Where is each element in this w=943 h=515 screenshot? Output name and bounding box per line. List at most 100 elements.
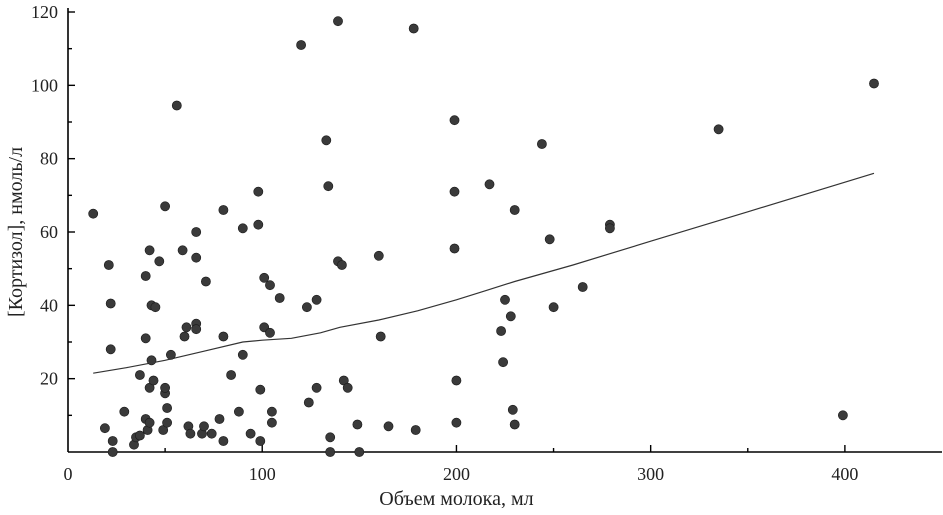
data-point [177,245,188,256]
data-point [218,331,229,342]
data-point [144,245,155,256]
data-point [103,260,114,270]
data-point [352,419,363,430]
data-point [266,406,277,417]
x-axis-title: Объем молока, мл [379,488,533,510]
data-point [259,272,270,283]
data-points [88,16,879,457]
y-tick-label: 80 [40,149,58,169]
data-point [325,447,336,457]
data-point [311,294,322,305]
data-point [226,370,236,380]
data-point [181,322,192,333]
data-point [237,223,248,234]
data-point [354,447,365,457]
x-tick-label: 0 [64,464,73,484]
data-point [154,256,165,267]
data-point [144,417,155,428]
data-point [107,447,118,457]
data-point [838,410,848,421]
data-point [375,331,386,342]
data-point [408,23,419,34]
data-point [577,282,588,292]
data-point [484,179,495,190]
trend-line [93,172,875,374]
data-point [301,302,312,313]
data-point [869,78,879,89]
data-point [237,349,248,360]
data-point [498,357,508,368]
axis-ticks: 0 100 200 300 400 20 40 60 80 100 120 [31,2,858,484]
data-point [165,349,176,360]
trend-line-group [93,172,875,374]
data-point [100,423,110,434]
data-point [321,135,332,146]
data-point [266,417,277,428]
data-point [162,417,172,428]
data-point [544,234,555,245]
data-point [500,294,510,305]
data-point [255,384,266,395]
y-tick-label: 120 [31,2,58,22]
data-point [105,344,116,355]
data-point [605,223,615,234]
data-point [253,186,264,197]
data-point [713,124,724,135]
data-point [333,16,343,27]
data-point [185,428,196,439]
data-point [373,250,384,261]
data-point [179,331,190,342]
data-point [160,382,170,393]
data-point [303,397,314,408]
data-point [509,419,520,430]
data-point [200,276,211,287]
x-tick-label: 100 [249,464,276,484]
data-point [162,403,172,413]
data-point [296,40,306,50]
data-point [449,243,460,254]
data-point [265,327,275,338]
data-point [214,414,225,424]
data-point [107,436,118,446]
data-point [146,355,157,366]
data-point [449,115,460,126]
data-point [451,417,462,428]
data-point [410,425,421,435]
data-point [496,326,506,336]
data-point [311,382,322,393]
data-point [134,430,145,441]
x-tick-label: 200 [443,464,470,484]
data-point [150,302,161,313]
data-point [199,421,209,432]
data-point [325,432,336,443]
data-point [218,205,229,215]
y-tick-label: 20 [40,369,58,389]
data-point [336,260,347,270]
data-point [119,406,130,417]
data-point [140,333,151,344]
data-point [342,382,353,393]
data-point [505,311,516,322]
data-point [265,280,275,291]
y-axis-title: [Кортизол], нмоль/л [5,147,27,317]
data-point [548,302,559,313]
data-point [160,201,170,212]
data-point [449,186,460,197]
data-point [206,428,217,439]
data-point [537,139,547,149]
y-tick-label: 100 [31,75,58,95]
data-point [245,428,256,439]
data-point [255,436,266,446]
data-point [507,404,518,415]
data-point [134,370,145,380]
x-tick-label: 300 [637,464,664,484]
data-point [148,375,159,386]
data-point [253,219,264,230]
data-point [171,100,182,111]
data-point [218,436,229,446]
y-tick-label: 40 [40,295,58,315]
data-point [191,227,202,237]
data-point [191,252,202,263]
data-point [509,205,520,215]
